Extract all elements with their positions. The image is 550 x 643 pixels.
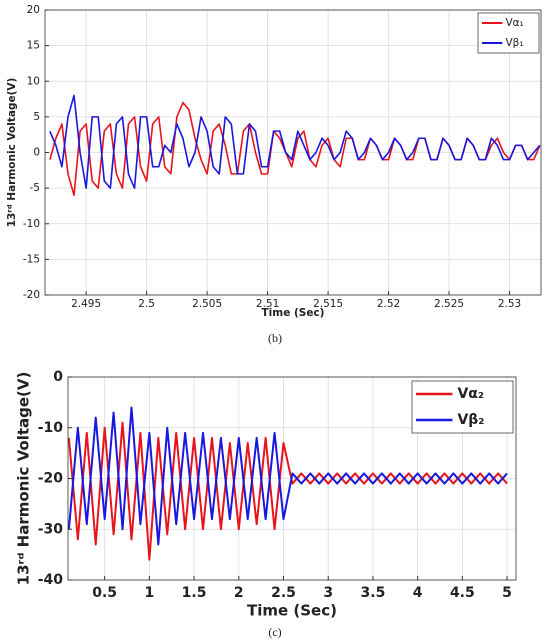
caption: (c) <box>268 625 281 639</box>
y-axis-label: 13ʳᵈ Harmonic Voltage(V) <box>15 372 33 586</box>
y-tick-label: 15 <box>27 40 40 52</box>
x-tick-label: 2.53 <box>498 298 521 310</box>
y-tick-label: -10 <box>38 420 64 436</box>
x-tick-label: 0.5 <box>92 585 117 601</box>
x-tick-label: 3 <box>323 585 333 601</box>
x-tick-label: 3.5 <box>361 585 386 601</box>
y-tick-label: 20 <box>27 4 40 16</box>
series-line <box>67 421 508 561</box>
y-tick-label: -15 <box>23 253 40 265</box>
y-tick-label: -30 <box>38 521 64 537</box>
x-axis-label: Time (Sec) <box>262 307 325 319</box>
x-tick-label: 5 <box>502 585 512 601</box>
y-tick-label: 10 <box>27 75 40 87</box>
legend-label: Vβ₂ <box>457 412 484 428</box>
x-tick-label: 2 <box>234 585 244 601</box>
y-tick-label: -5 <box>30 182 40 194</box>
series-line <box>67 406 508 546</box>
y-tick-label: 5 <box>33 111 40 123</box>
y-tick-label: -20 <box>38 471 64 487</box>
x-tick-label: 2.495 <box>71 298 101 310</box>
legend-label: Vα₁ <box>505 17 523 29</box>
x-tick-label: 4.5 <box>450 585 475 601</box>
x-tick-label: 2.51 <box>256 298 279 310</box>
caption: (b) <box>268 331 282 345</box>
y-tick-label: -10 <box>23 218 40 230</box>
x-tick-label: 2.515 <box>313 298 343 310</box>
x-tick-label: 2.525 <box>434 298 464 310</box>
legend-label: Vβ₁ <box>505 37 523 49</box>
x-tick-label: 2.52 <box>377 298 400 310</box>
plot-frame <box>44 9 542 296</box>
y-tick-label: -20 <box>23 289 40 301</box>
plot-frame <box>67 376 517 581</box>
x-tick-label: 2.5 <box>271 585 296 601</box>
y-tick-label: 0 <box>33 147 40 159</box>
legend-label: Vα₂ <box>457 386 484 402</box>
y-tick-label: 0 <box>53 369 63 385</box>
x-tick-label: 2.505 <box>192 298 222 310</box>
x-axis-label: Time (Sec) <box>247 602 337 620</box>
y-tick-label: -40 <box>38 572 64 588</box>
x-tick-label: 1.5 <box>182 585 207 601</box>
legend-box <box>411 380 514 434</box>
x-tick-label: 1 <box>144 585 154 601</box>
series-line <box>49 94 541 189</box>
y-axis-label: 13ʳᵈ Harmonic Voltage(V) <box>6 78 18 228</box>
x-tick-label: 4 <box>413 585 423 601</box>
legend-box <box>477 12 540 54</box>
x-tick-label: 2.5 <box>138 298 155 310</box>
